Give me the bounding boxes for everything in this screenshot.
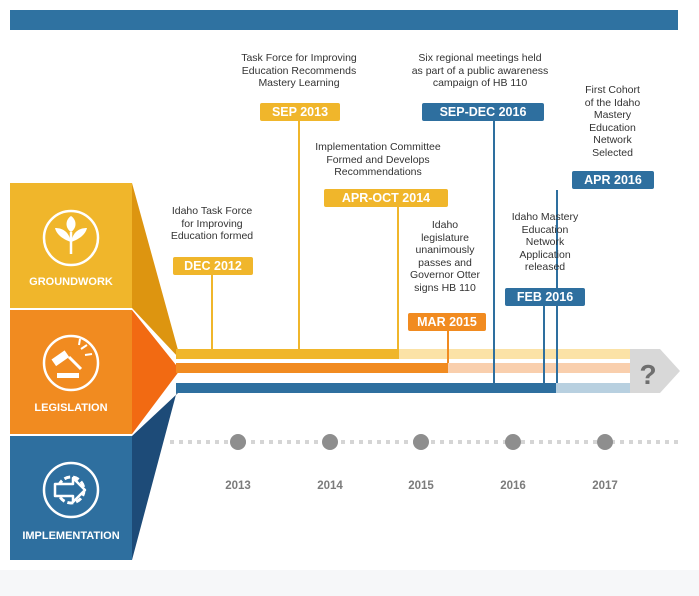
future-question-mark: ? bbox=[639, 359, 656, 390]
year-label-2016: 2016 bbox=[500, 480, 526, 492]
header-bar bbox=[10, 10, 678, 30]
event-badge-sep-dec-2016: SEP-DEC 2016 bbox=[422, 103, 544, 121]
event-description-mar-2015: Idaho legislature unanimously passes and Go… bbox=[409, 219, 481, 294]
future-arrow bbox=[630, 349, 680, 393]
event-badge-feb-2016: FEB 2016 bbox=[505, 288, 585, 306]
implementation-bar bbox=[176, 383, 556, 393]
year-label-2017: 2017 bbox=[592, 480, 618, 492]
implementation-block bbox=[10, 436, 132, 560]
event-description-feb-2016: Idaho Mastery Education Network Applicatio… bbox=[511, 211, 579, 273]
year-marker-2014 bbox=[322, 434, 338, 450]
event-badge-dec-2012: DEC 2012 bbox=[173, 257, 253, 275]
event-badge-mar-2015: MAR 2015 bbox=[408, 313, 486, 331]
legislation-block bbox=[10, 310, 132, 434]
implementation-bar-faded bbox=[556, 383, 630, 393]
year-marker-2015 bbox=[413, 434, 429, 450]
legislation-arrow bbox=[132, 310, 180, 434]
legislation-bar-faded bbox=[448, 363, 630, 373]
groundwork-wedge bbox=[132, 183, 178, 357]
legislation-bar bbox=[176, 363, 448, 373]
event-badge-apr-2016: APR 2016 bbox=[572, 171, 654, 189]
year-label-2015: 2015 bbox=[408, 480, 434, 492]
year-marker-2013 bbox=[230, 434, 246, 450]
year-label-2013: 2013 bbox=[225, 480, 251, 492]
event-description-apr-2016: First Cohort of the Idaho Mastery Educatio… bbox=[584, 84, 641, 159]
sprout-icon bbox=[42, 209, 100, 267]
implementation-label: IMPLEMENTATION bbox=[22, 530, 120, 542]
event-description-apr-oct-2014: Implementation Committee Formed and Devel… bbox=[315, 141, 441, 178]
groundwork-bar-faded bbox=[398, 349, 630, 359]
event-description-dec-2012: Idaho Task Force for Improving Education f… bbox=[170, 205, 254, 242]
event-badge-apr-oct-2014: APR-OCT 2014 bbox=[324, 189, 448, 207]
year-marker-2017 bbox=[597, 434, 613, 450]
groundwork-bar bbox=[176, 349, 398, 359]
footer-band bbox=[0, 570, 699, 596]
gavel-icon bbox=[42, 334, 100, 392]
year-label-2014: 2014 bbox=[317, 480, 343, 492]
event-description-sep-2013: Task Force for Improving Education Recomm… bbox=[241, 52, 357, 89]
implementation-wedge bbox=[132, 387, 178, 560]
legislation-label: LEGISLATION bbox=[34, 402, 108, 414]
event-badge-sep-2013: SEP 2013 bbox=[260, 103, 340, 121]
event-description-sep-dec-2016: Six regional meetings held as part of a p… bbox=[411, 52, 549, 89]
year-marker-2016 bbox=[505, 434, 521, 450]
gear-arrow-icon bbox=[42, 461, 100, 519]
groundwork-label: GROUNDWORK bbox=[29, 276, 113, 288]
